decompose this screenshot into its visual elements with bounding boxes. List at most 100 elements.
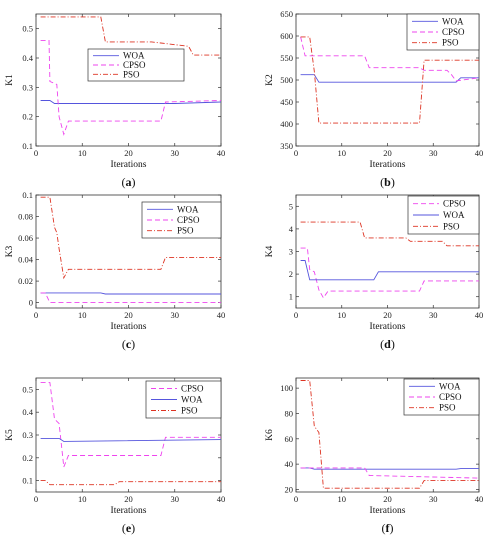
legend-label-woa: WOA [181, 395, 203, 405]
x-tick-label: 30 [429, 310, 438, 320]
subfigure-label: (b) [380, 175, 395, 189]
y-tick-label: 0.3 [22, 82, 33, 92]
y-tick-label: 0.04 [18, 255, 34, 265]
x-tick-label: 10 [78, 310, 87, 320]
y-tick-label: 0.02 [18, 276, 33, 286]
series-line-cpso [300, 247, 479, 299]
subfigure-label: (c) [122, 337, 135, 351]
x-tick-label: 20 [124, 494, 133, 504]
x-tick-label: 20 [124, 310, 133, 320]
y-tick-label: 20 [285, 484, 294, 494]
subfigure-label: (d) [380, 337, 395, 351]
legend-label-pso: PSO [123, 69, 140, 79]
y-tick-label: 0.5 [22, 24, 33, 34]
x-axis-label: Iterations [111, 506, 147, 516]
series-line-cpso [300, 467, 479, 479]
panel-b: 0 10 20 30 40 350 400 450 500 550 600 650 Iterations… [265, 9, 483, 189]
legend-label-pso: PSO [442, 38, 459, 48]
series-line-pso [300, 221, 479, 247]
y-tick-label: 0.1 [22, 190, 33, 200]
y-tick-label: 350 [280, 141, 293, 151]
y-tick-label: 0 [29, 298, 33, 308]
x-tick-label: 40 [217, 148, 226, 158]
series-line-woa [300, 467, 479, 470]
legend-label-woa: WOA [442, 16, 464, 26]
series-line-cpso [300, 36, 479, 82]
x-tick-label: 10 [338, 494, 347, 504]
legend-box [406, 13, 480, 51]
x-tick-label: 20 [124, 148, 133, 158]
x-tick-label: 30 [171, 310, 180, 320]
y-tick-label: 2 [289, 269, 293, 279]
x-axis-label: Iterations [111, 322, 147, 332]
y-tick-label: 650 [280, 9, 293, 19]
x-tick-label: 30 [429, 494, 438, 504]
legend-label-pso: PSO [181, 406, 198, 416]
y-axis-label: K5 [5, 429, 15, 441]
x-tick-label: 0 [294, 310, 298, 320]
series-line-cpso [40, 39, 221, 136]
y-tick-label: 0.2 [22, 453, 33, 463]
y-tick-label: 0.1 [22, 476, 33, 486]
series-line-pso [40, 480, 221, 486]
legend-label-cpso: CPSO [181, 384, 204, 394]
y-axis-label: K1 [5, 74, 15, 86]
legend-label-cpso: CPSO [443, 199, 466, 209]
x-tick-label: 30 [171, 148, 180, 158]
y-tick-label: 100 [280, 383, 293, 393]
legend-label-cpso: CPSO [439, 392, 462, 402]
series-line-pso [300, 380, 479, 489]
x-tick-label: 10 [338, 148, 347, 158]
legend-label-cpso: CPSO [177, 215, 200, 225]
series-line-cpso [40, 382, 221, 468]
x-tick-label: 0 [34, 494, 38, 504]
subfigure-label: (f) [382, 521, 394, 535]
x-axis-label: Iterations [370, 322, 406, 332]
y-tick-label: 0.1 [22, 141, 33, 151]
x-tick-label: 10 [78, 494, 87, 504]
x-tick-label: 30 [429, 148, 438, 158]
x-axis-label: Iterations [370, 160, 406, 170]
x-tick-label: 40 [475, 494, 484, 504]
y-tick-label: 60 [285, 434, 294, 444]
y-tick-label: 0.4 [22, 407, 33, 417]
x-axis-label: Iterations [370, 506, 406, 516]
y-axis-label: K2 [265, 74, 275, 86]
legend-label-woa: WOA [443, 210, 465, 220]
series-line-pso [40, 196, 221, 280]
y-tick-label: 80 [285, 408, 294, 418]
y-axis-label: K3 [5, 245, 15, 257]
x-tick-label: 20 [383, 148, 392, 158]
legend-label-woa: WOA [177, 204, 199, 214]
legend-box [403, 378, 480, 416]
panel-f: 0 10 20 30 40 20 40 60 80 100 Iterations K6 (f) WOACP… [265, 377, 484, 535]
y-tick-label: 500 [280, 75, 293, 85]
y-tick-label: 600 [280, 31, 293, 41]
series-line-pso [40, 16, 221, 56]
x-axis-label: Iterations [111, 160, 147, 170]
legend-label-cpso: CPSO [442, 27, 465, 37]
legend-label-pso: PSO [443, 221, 460, 231]
legend-label-cpso: CPSO [123, 60, 146, 70]
x-tick-label: 0 [34, 148, 38, 158]
y-tick-label: 5 [289, 201, 293, 211]
series-line-woa [40, 292, 221, 295]
x-tick-label: 40 [475, 310, 484, 320]
y-tick-label: 1 [289, 292, 293, 302]
legend-label-woa: WOA [439, 381, 461, 391]
y-tick-label: 3 [289, 247, 293, 257]
panel-a: 0 10 20 30 40 0.1 0.2 0.3 0.4 0.5 Iterations K1 (a) W… [5, 13, 226, 189]
x-tick-label: 20 [383, 494, 392, 504]
subfigure-label: (e) [122, 521, 135, 535]
series-line-woa [40, 100, 221, 104]
x-tick-label: 10 [78, 148, 87, 158]
series-line-woa [300, 74, 479, 83]
x-tick-label: 40 [475, 148, 484, 158]
